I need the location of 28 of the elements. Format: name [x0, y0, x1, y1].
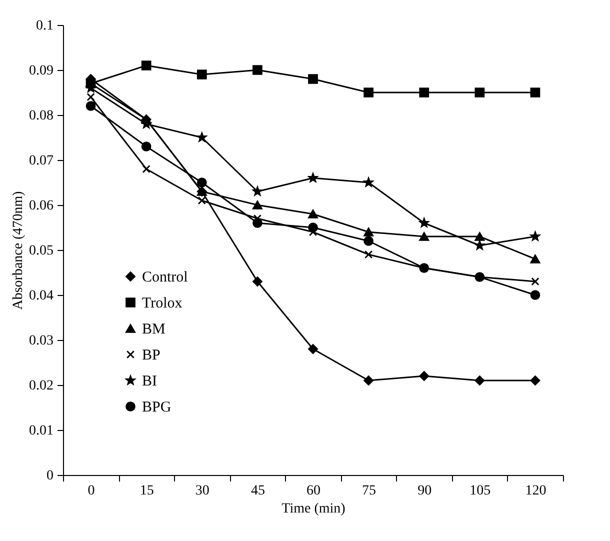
y-tick-label: 0 [46, 468, 54, 484]
y-tick-label: 0.04 [29, 288, 54, 304]
x-axis-title: Time (min) [282, 502, 346, 516]
x-tick-label: 75 [362, 484, 376, 498]
x-tick-label: 90 [418, 484, 432, 498]
y-axis-title: Absorbance (470nm) [11, 190, 26, 310]
y-tick-label: 0.02 [29, 378, 54, 394]
y-tick-label: 0.08 [29, 108, 54, 124]
y-tick-label: 0.09 [29, 64, 54, 78]
x-tick-label: 120 [525, 484, 546, 498]
x-tick-label: 30 [195, 484, 210, 498]
x-tick-label: 105 [470, 484, 491, 498]
y-tick-label: 0.07 [29, 154, 54, 168]
x-tick-label: 0 [88, 484, 95, 498]
y-tick-label: 0.05 [29, 244, 54, 258]
legend-label: Trolox [142, 296, 183, 312]
legend-label: BI [142, 374, 158, 390]
y-tick-label: 0.03 [29, 334, 54, 348]
legend-label: BM [142, 322, 166, 338]
x-tick-label: 15 [140, 484, 154, 498]
legend-label: BP [142, 348, 160, 364]
legend-label: Control [142, 270, 188, 286]
legend-label: BPG [142, 400, 172, 416]
y-tick-label: 0.1 [36, 18, 54, 34]
y-tick-label: 0.01 [29, 424, 54, 438]
x-tick-label: 45 [250, 484, 265, 498]
y-tick-label: 0.06 [29, 198, 54, 214]
x-tick-label: 60 [306, 484, 320, 498]
